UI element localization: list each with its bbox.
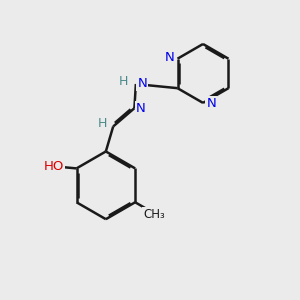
Text: H: H: [119, 75, 128, 88]
Text: N: N: [136, 102, 146, 115]
Text: N: N: [206, 97, 216, 110]
Text: CH₃: CH₃: [143, 208, 165, 220]
Text: HO: HO: [44, 160, 64, 173]
Text: N: N: [164, 51, 174, 64]
Text: N: N: [137, 77, 147, 90]
Text: H: H: [97, 117, 107, 130]
